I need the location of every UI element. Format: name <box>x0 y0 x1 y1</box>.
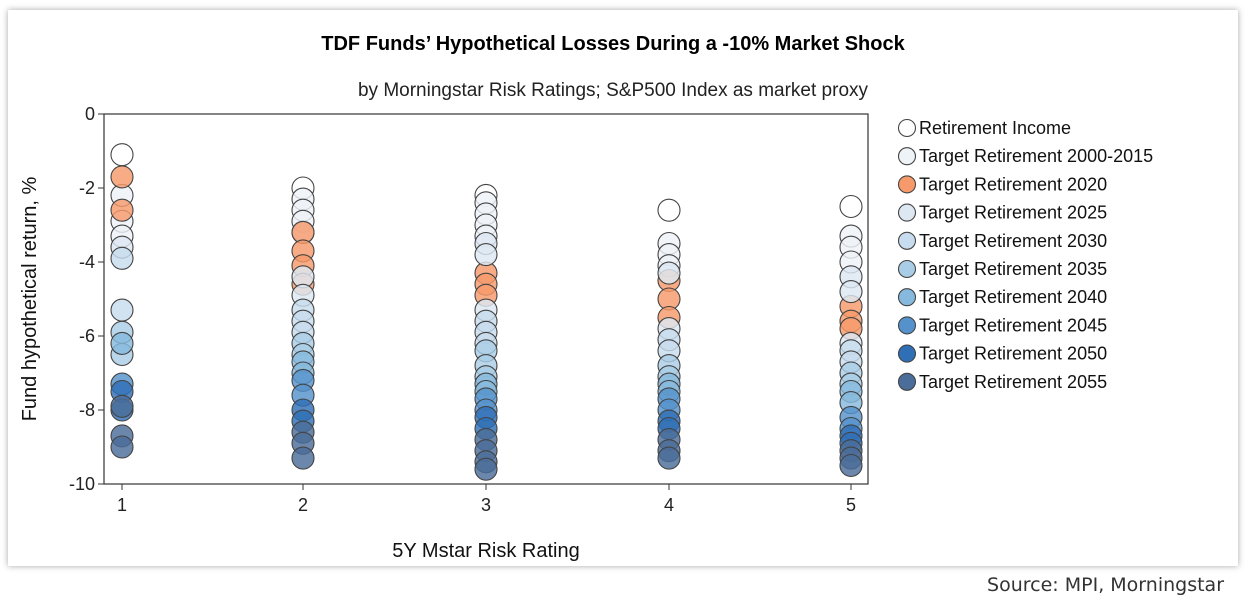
legend-label: Target Retirement 2000-2015 <box>919 146 1153 166</box>
data-point <box>657 198 681 222</box>
y-axis-label: Fund hypothetical return, % <box>19 177 41 422</box>
legend-label: Target Retirement 2020 <box>919 174 1107 194</box>
chart-subtitle: by Morningstar Risk Ratings; S&P500 Inde… <box>358 80 869 101</box>
axis-ticks: 0 -2 -4 -6 -8 -10 1 2 3 4 5 <box>69 104 856 515</box>
data-points <box>110 143 863 481</box>
data-point <box>110 331 134 355</box>
x-axis-label: 5Y Mstar Risk Rating <box>392 540 579 562</box>
legend-marker <box>897 259 917 279</box>
legend-label: Target Retirement 2030 <box>919 231 1107 251</box>
y-tick-label: -2 <box>79 178 95 198</box>
legend-label: Target Retirement 2035 <box>919 259 1107 279</box>
legend-marker <box>897 372 917 391</box>
source-note: Source: MPI, Morningstar <box>987 574 1224 596</box>
legend: Retirement Income Target Retirement 2000-… <box>897 118 1153 392</box>
legend-marker <box>897 118 917 138</box>
data-point <box>657 446 681 470</box>
legend-marker <box>897 147 917 166</box>
y-tick-label: -6 <box>79 326 95 346</box>
data-point <box>839 280 863 304</box>
chart-frame: TDF Funds’ Hypothetical Losses During a … <box>8 10 1238 566</box>
legend-label: Target Retirement 2025 <box>919 203 1107 223</box>
data-point <box>110 143 134 167</box>
legend-label: Target Retirement 2055 <box>919 372 1107 392</box>
legend-marker <box>897 344 917 363</box>
y-tick-label: -10 <box>69 474 95 494</box>
legend-label: Retirement Income <box>919 118 1071 138</box>
x-tick-label: 3 <box>481 495 491 515</box>
chart-title: TDF Funds’ Hypothetical Losses During a … <box>321 33 905 55</box>
data-point <box>839 453 863 478</box>
data-point <box>110 246 134 270</box>
legend-marker <box>897 231 917 250</box>
legend-marker <box>897 288 917 307</box>
y-tick-label: -4 <box>79 252 95 272</box>
data-point <box>110 165 134 189</box>
x-tick-label: 4 <box>664 495 674 515</box>
data-point <box>110 394 134 418</box>
x-tick-label: 1 <box>117 495 127 515</box>
chart: TDF Funds’ Hypothetical Losses During a … <box>19 33 1153 562</box>
legend-label: Target Retirement 2050 <box>919 344 1107 364</box>
data-point <box>474 243 498 267</box>
x-tick-label: 5 <box>846 495 856 515</box>
legend-marker <box>897 316 917 335</box>
data-point <box>657 261 681 285</box>
data-point <box>291 446 315 470</box>
legend-marker <box>897 175 917 194</box>
data-point <box>110 198 134 222</box>
y-tick-label: 0 <box>85 104 95 124</box>
legend-label: Target Retirement 2045 <box>919 315 1107 335</box>
data-point <box>110 435 134 459</box>
data-point <box>110 298 134 322</box>
data-point <box>474 457 498 481</box>
legend-marker <box>897 203 917 222</box>
data-point <box>839 194 863 219</box>
y-tick-label: -8 <box>79 400 95 420</box>
legend-label: Target Retirement 2040 <box>919 287 1107 307</box>
x-tick-label: 2 <box>298 495 308 515</box>
